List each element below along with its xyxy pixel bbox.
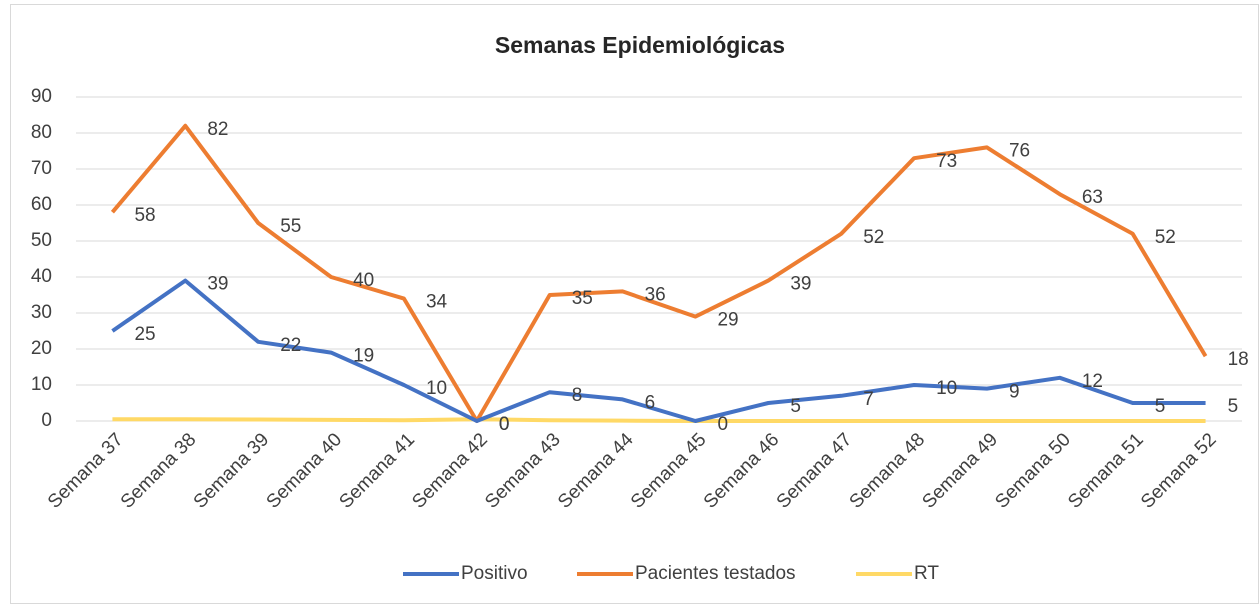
- data-label: 19: [353, 346, 374, 367]
- data-label: 22: [280, 335, 301, 356]
- data-label: 55: [280, 216, 301, 237]
- data-label: 25: [134, 324, 155, 345]
- series-line: [112, 417, 1206, 423]
- data-label: 36: [645, 284, 666, 305]
- data-label: 34: [426, 292, 448, 313]
- y-tick-label: 70: [31, 158, 52, 179]
- data-label: 0: [499, 414, 510, 435]
- data-label: 12: [1082, 371, 1103, 392]
- y-tick-label: 40: [31, 266, 52, 287]
- data-label: 52: [1155, 227, 1176, 248]
- y-tick-label: 80: [31, 122, 52, 143]
- data-label: 0: [499, 414, 510, 435]
- legend-label: RT: [914, 563, 939, 584]
- y-tick-label: 0: [41, 410, 52, 431]
- data-label: 29: [717, 310, 738, 331]
- y-tick-label: 10: [31, 374, 52, 395]
- data-label: 52: [863, 227, 884, 248]
- data-label: 18: [1228, 349, 1249, 370]
- data-label: 76: [1009, 140, 1030, 161]
- y-tick-label: 30: [31, 302, 52, 323]
- data-label: 7: [863, 389, 874, 410]
- data-label: 40: [353, 270, 374, 291]
- y-tick-label: 60: [31, 194, 52, 215]
- data-label: 5: [1155, 396, 1166, 417]
- data-label: 58: [134, 205, 155, 226]
- legend-label: Pacientes testados: [635, 563, 796, 584]
- data-label: 39: [790, 274, 811, 295]
- legend-label: Positivo: [461, 563, 528, 584]
- chart-title: Semanas Epidemiológicas: [495, 32, 785, 58]
- data-label: 9: [1009, 382, 1020, 403]
- y-tick-label: 50: [31, 230, 52, 251]
- data-label: 39: [207, 274, 228, 295]
- data-label: 35: [572, 288, 593, 309]
- series-line: [111, 278, 1206, 423]
- data-label: 73: [936, 151, 957, 172]
- series-line: [110, 123, 1208, 423]
- data-label: 82: [207, 119, 228, 140]
- chart-border: [10, 4, 1259, 604]
- data-label: 10: [426, 378, 447, 399]
- y-tick-label: 90: [31, 86, 52, 107]
- data-label: 10: [936, 378, 957, 399]
- y-tick-label: 20: [31, 338, 52, 359]
- data-label: 5: [1228, 396, 1239, 417]
- data-label: 63: [1082, 187, 1103, 208]
- data-label: 0: [717, 414, 728, 435]
- data-label: 8: [572, 385, 583, 406]
- data-label: 6: [645, 392, 656, 413]
- data-label: 5: [790, 396, 801, 417]
